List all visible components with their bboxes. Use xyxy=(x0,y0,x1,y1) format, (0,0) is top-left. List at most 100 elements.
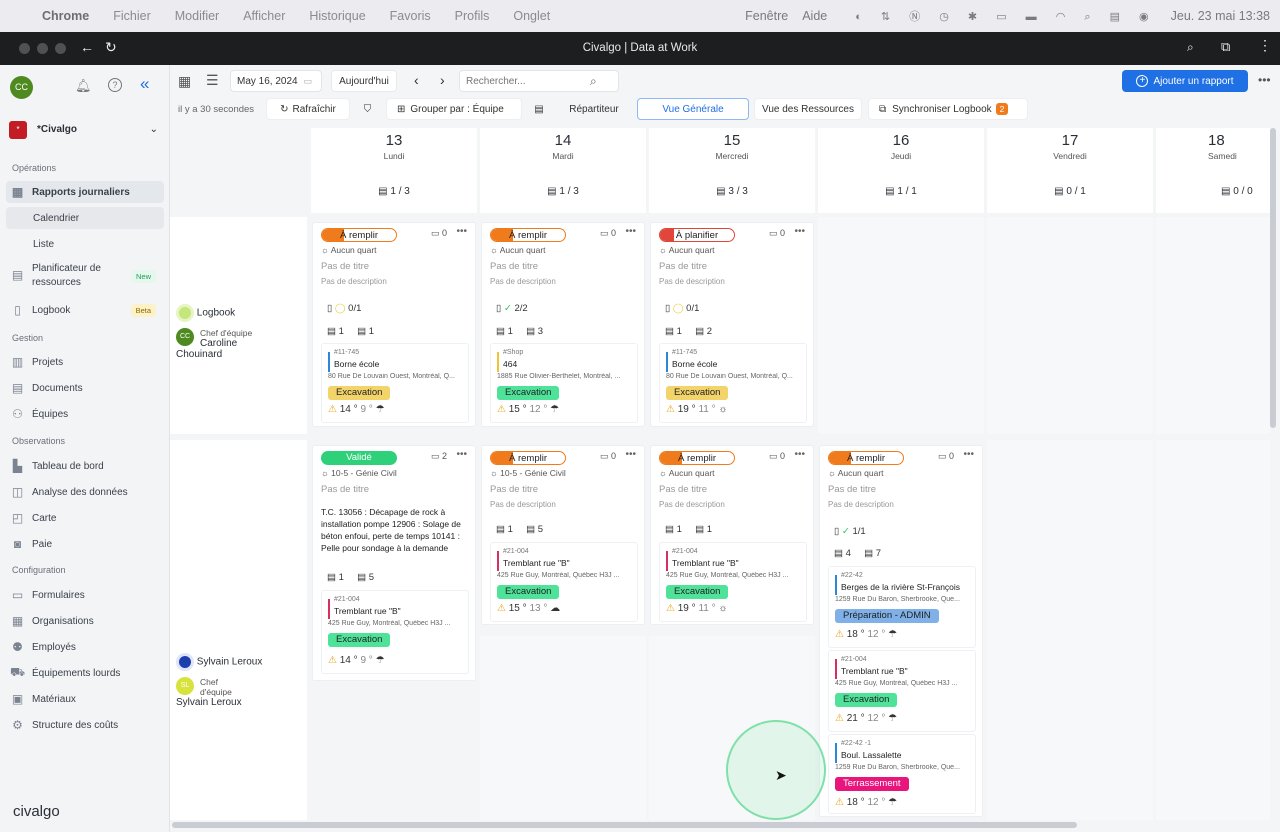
nav-equipements[interactable]: ⛟ Équipements lourds xyxy=(6,662,164,684)
report-card[interactable]: Validé ▭ 2 ••• ☼ 10-5 - Génie Civil Pas … xyxy=(312,445,476,681)
nav-liste[interactable]: Liste xyxy=(6,233,164,255)
nav-rapports-journaliers[interactable]: ▦ Rapports journaliers xyxy=(6,181,164,203)
menu-fichier[interactable]: Fichier xyxy=(113,9,151,23)
status-badge[interactable]: À remplir xyxy=(659,451,735,465)
checklist[interactable]: ▯ ◯ 0/1 xyxy=(665,303,699,314)
comment-count[interactable]: ▭ 0 xyxy=(600,228,616,239)
refresh-button[interactable]: ↻ Rafraîchir xyxy=(266,98,350,120)
day-report-count[interactable]: ▤ 1 / 3 xyxy=(547,186,579,197)
card-menu-icon[interactable]: ••• xyxy=(456,449,467,460)
nav-projets[interactable]: ▥ Projets xyxy=(6,351,164,373)
menu-fenetre[interactable]: Fenêtre xyxy=(745,9,789,23)
checklist[interactable]: ▯ ✓ 1/1 xyxy=(834,526,866,537)
window-zoom-button[interactable] xyxy=(55,43,66,54)
project-block[interactable]: #21-004 Tremblant rue "B" 425 Rue Guy, M… xyxy=(490,542,638,622)
checklist[interactable]: ▯ ◯ 0/1 xyxy=(327,303,361,314)
search-icon[interactable]: ⌕ xyxy=(590,73,597,88)
org-selector[interactable]: * *Civalgo ⌄ xyxy=(6,117,164,142)
nav-organisations[interactable]: ▦ Organisations xyxy=(6,610,164,632)
search-input[interactable] xyxy=(460,72,590,90)
back-arrow-icon[interactable]: ← xyxy=(80,39,94,55)
status-badge[interactable]: À remplir xyxy=(490,451,566,465)
dispatcher-button[interactable]: Répartiteur xyxy=(569,103,619,115)
status-badge[interactable]: À remplir xyxy=(321,228,397,242)
card-menu-icon[interactable]: ••• xyxy=(625,449,636,460)
window-close-button[interactable] xyxy=(19,43,30,54)
menu-historique[interactable]: Historique xyxy=(309,9,366,23)
project-block[interactable]: #21-004 Tremblant rue "B" 425 Rue Guy, M… xyxy=(659,542,807,622)
menubar-clock[interactable]: Jeu. 23 mai 13:38 xyxy=(1170,9,1270,23)
report-card[interactable]: À remplir ▭ 0 ••• ☼ Aucun quart Pas de t… xyxy=(312,222,476,427)
nav-formulaires[interactable]: ▭ Formulaires xyxy=(6,584,164,606)
horizontal-scrollbar[interactable] xyxy=(172,822,1077,828)
report-card[interactable]: À remplir ▭ 0 ••• ☼ Aucun quart Pas de t… xyxy=(481,222,645,427)
project-block[interactable]: #11-745 Borne école 80 Rue De Louvain Ou… xyxy=(321,343,469,423)
card-menu-icon[interactable]: ••• xyxy=(794,449,805,460)
menu-onglet[interactable]: Onglet xyxy=(513,9,551,23)
nav-carte[interactable]: ◰ Carte xyxy=(6,507,164,529)
menu-aide[interactable]: Aide xyxy=(802,9,828,23)
menu-modifier[interactable]: Modifier xyxy=(174,9,220,23)
chrome-menu-icon[interactable]: ⋮ xyxy=(1258,37,1272,53)
menu-app-name[interactable]: Chrome xyxy=(42,9,90,23)
reload-icon[interactable]: ↻ xyxy=(105,39,117,55)
day-report-count[interactable]: ▤ 1 / 1 xyxy=(885,186,917,197)
team-logbook[interactable]: Logbook xyxy=(176,304,235,322)
nav-planificateur[interactable]: ▤ Planificateur de ressources New xyxy=(6,262,164,292)
comment-count[interactable]: ▭ 0 xyxy=(431,228,447,239)
team-sylvain[interactable]: Sylvain Leroux xyxy=(176,653,262,671)
user-avatar[interactable]: CC xyxy=(10,76,33,99)
list-view-icon[interactable]: ☰ xyxy=(206,72,219,88)
nav-tableau-de-bord[interactable]: ▙ Tableau de bord xyxy=(6,455,164,477)
nav-calendrier[interactable]: Calendrier xyxy=(6,207,164,229)
checklist[interactable]: ▯ ✓ 2/2 xyxy=(496,303,528,314)
menu-afficher[interactable]: Afficher xyxy=(243,9,286,23)
status-badge[interactable]: Validé xyxy=(321,451,397,465)
menu-favoris[interactable]: Favoris xyxy=(389,9,431,23)
comment-count[interactable]: ▭ 2 xyxy=(431,451,447,462)
day-report-count[interactable]: ▤ 3 / 3 xyxy=(716,186,748,197)
extensions-icon[interactable]: ⧉ xyxy=(1221,39,1231,54)
comment-count[interactable]: ▭ 0 xyxy=(769,228,785,239)
window-minimize-button[interactable] xyxy=(37,43,48,54)
report-card[interactable]: À remplir ▭ 0 ••• ☼ 10-5 - Génie Civil P… xyxy=(481,445,645,625)
day-report-count[interactable]: ▤ 0 / 1 xyxy=(1054,186,1086,197)
report-card[interactable]: À remplir ▭ 0 ••• ☼ Aucun quart Pas de t… xyxy=(650,445,814,625)
nav-equipes[interactable]: ⚇ Équipes xyxy=(6,403,164,425)
nav-employes[interactable]: ⚉ Employés xyxy=(6,636,164,658)
filter-button[interactable]: ⛉ xyxy=(355,98,380,120)
more-options-icon[interactable]: ••• xyxy=(1258,73,1271,87)
report-card[interactable]: À planifier ▭ 0 ••• ☼ Aucun quart Pas de… xyxy=(650,222,814,427)
status-icons[interactable]: ◐ ⇅ Ⓝ ◷ ✱ ▭ ▬ ◠ ⌕ ▤ ◉ xyxy=(855,11,1157,23)
search-box[interactable]: ⌕ xyxy=(459,70,619,92)
nav-structure-couts[interactable]: ⚙ Structure des coûts xyxy=(6,714,164,736)
add-report-button[interactable]: + Ajouter un rapport xyxy=(1122,70,1248,92)
vertical-scrollbar[interactable] xyxy=(1270,128,1276,428)
project-block[interactable]: #22-42 -1 Boul. Lassalette 1259 Rue Du B… xyxy=(828,734,976,814)
nav-analyse[interactable]: ◫ Analyse des données xyxy=(6,481,164,503)
today-button[interactable]: Aujourd'hui xyxy=(331,70,397,92)
comment-count[interactable]: ▭ 0 xyxy=(600,451,616,462)
status-badge[interactable]: À remplir xyxy=(490,228,566,242)
menu-profils[interactable]: Profils xyxy=(454,9,490,23)
card-menu-icon[interactable]: ••• xyxy=(794,226,805,237)
card-menu-icon[interactable]: ••• xyxy=(963,449,974,460)
project-block[interactable]: #21-004 Tremblant rue "B" 425 Rue Guy, M… xyxy=(828,650,976,732)
next-week-icon[interactable]: › xyxy=(440,72,445,88)
comment-count[interactable]: ▭ 0 xyxy=(769,451,785,462)
calendar-view-icon[interactable]: ▦ xyxy=(178,73,192,89)
card-menu-icon[interactable]: ••• xyxy=(456,226,467,237)
day-report-count[interactable]: ▤ 1 / 3 xyxy=(378,186,410,197)
dispatcher-icon-button[interactable]: ▤ xyxy=(528,98,550,120)
project-block[interactable]: #11-745 Borne école 80 Rue De Louvain Ou… xyxy=(659,343,807,423)
group-by-button[interactable]: ⊞ Grouper par : Équipe xyxy=(386,98,522,120)
sync-logbook-button[interactable]: ⧉ Synchroniser Logbook 2 xyxy=(868,98,1028,120)
resources-view-button[interactable]: Vue des Ressources xyxy=(754,98,862,120)
collapse-sidebar-icon[interactable]: « xyxy=(140,74,150,93)
status-badge[interactable]: À remplir xyxy=(828,451,904,465)
general-view-button[interactable]: Vue Générale xyxy=(637,98,749,120)
comment-count[interactable]: ▭ 0 xyxy=(938,451,954,462)
card-menu-icon[interactable]: ••• xyxy=(625,226,636,237)
project-block[interactable]: #22-42 Berges de la rivière St-François … xyxy=(828,566,976,648)
project-block[interactable]: #21-004 Tremblant rue "B" 425 Rue Guy, M… xyxy=(321,590,469,674)
